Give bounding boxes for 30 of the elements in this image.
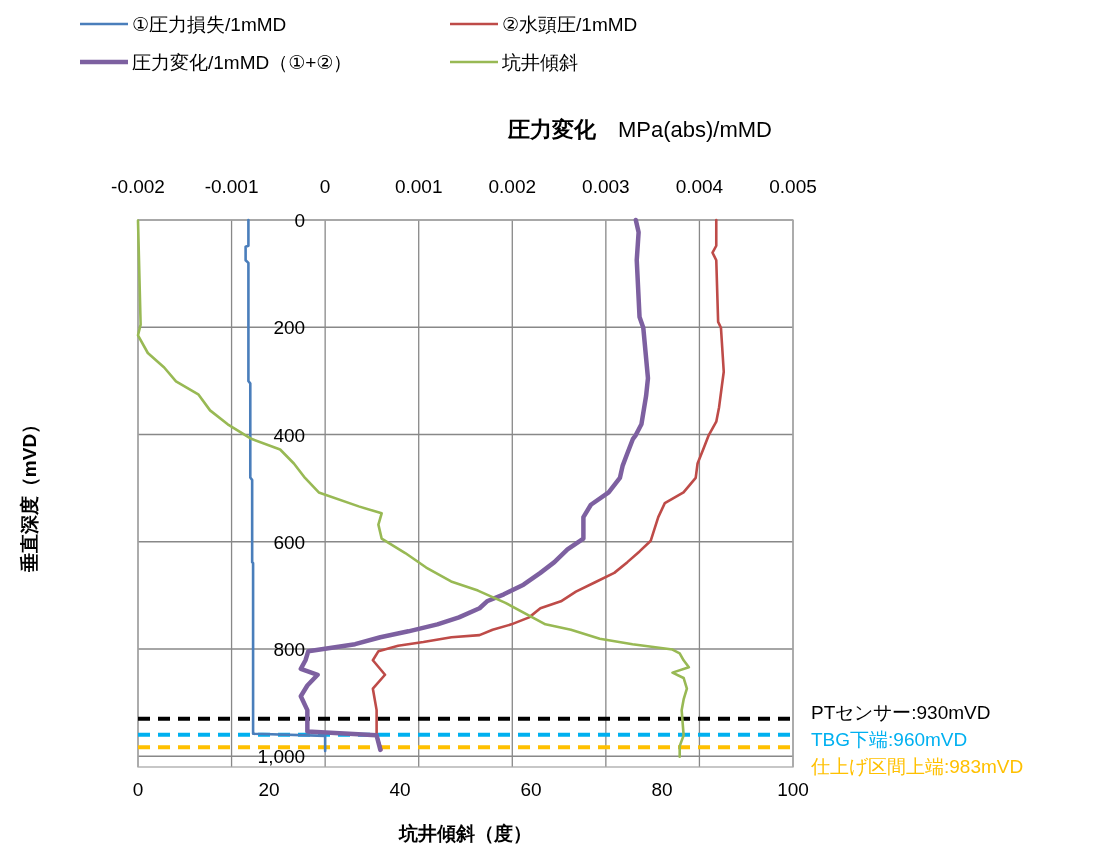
x-axis-title: 坑井傾斜（度）: [398, 823, 532, 844]
x-tick-label: 20: [258, 779, 280, 800]
x2-tick-label: -0.002: [111, 176, 165, 197]
y-tick-label: 800: [273, 639, 306, 661]
x2-axis-title: 圧力変化 MPa(abs)/mMD: [506, 117, 773, 142]
y-tick-label: 200: [273, 317, 306, 339]
x-tick-label: 0: [132, 779, 144, 800]
x-tick-label: 80: [651, 779, 673, 800]
x2-tick-label: 0: [319, 176, 331, 197]
ref-line-label: 仕上げ区間上端:983mVD: [810, 755, 1024, 777]
legend-label: 坑井傾斜: [501, 52, 578, 73]
y-tick-label: 0: [294, 210, 306, 231]
legend-label: ②水頭圧/1mMD: [502, 14, 638, 35]
y-tick-label: 600: [273, 531, 306, 553]
y-tick-label: 1,000: [257, 746, 306, 768]
ref-line-label: PTセンサー:930mVD: [811, 701, 991, 723]
x-tick-label: 40: [389, 779, 411, 800]
ref-line-label: TBG下端:960mVD: [811, 728, 968, 750]
x2-tick-label: -0.001: [204, 176, 259, 197]
x2-tick-label: 0.001: [394, 176, 443, 197]
x-tick-label: 100: [777, 779, 809, 800]
x2-tick-label: 0.002: [488, 176, 537, 197]
y-axis-title: 垂直深度（mVD）: [19, 414, 40, 574]
x2-tick-label: 0.003: [582, 176, 630, 197]
x2-tick-label: 0.005: [769, 176, 817, 197]
x-tick-label: 60: [520, 779, 542, 800]
legend-label: 圧力変化/1mMD（①+②）: [132, 52, 353, 73]
x2-tick-label: 0.004: [675, 176, 724, 197]
y-tick-label: 400: [273, 424, 306, 446]
legend-label: ①圧力損失/1mMD: [132, 14, 287, 35]
